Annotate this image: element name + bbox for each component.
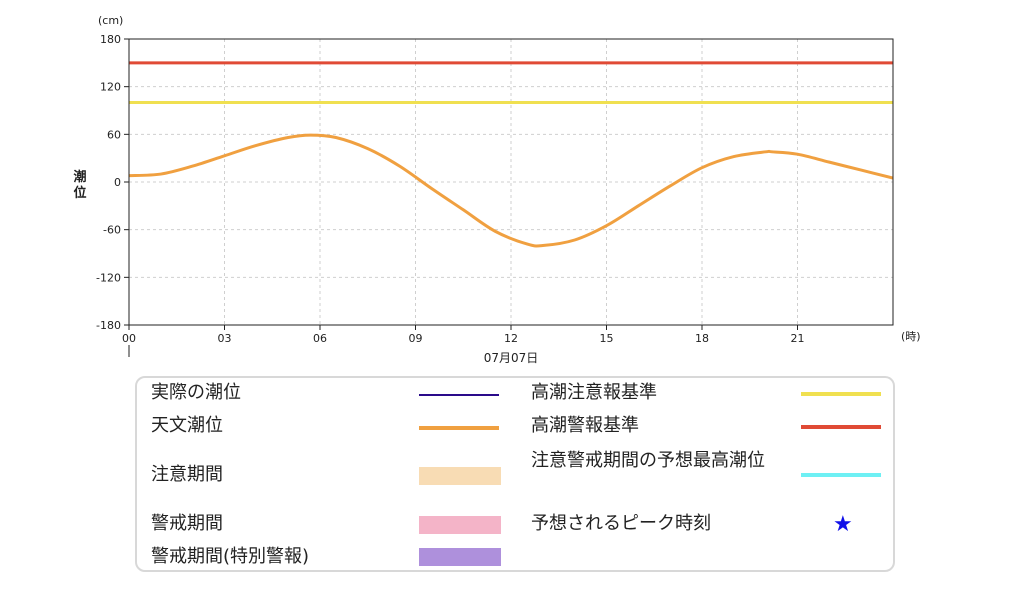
legend-label: 予想されるピーク時刻: [531, 513, 711, 534]
x-tick-label: 03: [218, 332, 232, 345]
legend-label: 高潮注意報基準: [531, 382, 657, 403]
legend: 実際の潮位 天文潮位 注意期間 警戒期間 警戒期間(特別警報) 高潮注意報基準 …: [135, 376, 895, 572]
legend-swatch: [801, 473, 881, 477]
legend-swatch: [801, 392, 881, 396]
y-tick-label: 60: [107, 128, 121, 141]
y-axis-unit: (cm): [98, 14, 123, 27]
legend-swatch: [801, 425, 881, 429]
y-tick-label: 180: [100, 33, 121, 46]
y-tick-label: 0: [114, 176, 121, 189]
y-tick-label: -120: [96, 271, 121, 284]
grid: [128, 38, 893, 326]
legend-label: 注意期間: [151, 464, 223, 485]
x-tick-label: 21: [791, 332, 805, 345]
legend-label: 天文潮位: [151, 415, 223, 436]
y-tick-label: 120: [100, 81, 121, 94]
legend-label: 注意警戒期間の予想最高潮位: [531, 450, 765, 471]
x-tick-label: 18: [695, 332, 709, 345]
x-tick-label: 06: [313, 332, 327, 345]
legend-swatch: [419, 467, 501, 485]
legend-label: 警戒期間: [151, 513, 223, 534]
x-axis-label: 07月07日: [484, 351, 539, 365]
series-layer: [128, 61, 894, 248]
x-tick-label: 12: [504, 332, 518, 345]
x-tick-label: 00: [122, 332, 136, 345]
legend-swatch: [419, 516, 501, 534]
legend-swatch: [419, 426, 499, 430]
x-axis-unit: (時): [901, 330, 921, 343]
legend-swatch: [419, 548, 501, 566]
x-tick-label: 09: [409, 332, 423, 345]
x-tick-label: 15: [600, 332, 614, 345]
legend-label: 高潮警報基準: [531, 415, 639, 436]
series-line: [128, 133, 894, 248]
legend-label: 実際の潮位: [151, 382, 241, 403]
y-tick-label: -180: [96, 319, 121, 332]
legend-label: 警戒期間(特別警報): [151, 546, 310, 567]
y-axis-label: 潮位: [73, 169, 86, 201]
star-icon: ★: [833, 512, 853, 537]
legend-swatch: [419, 394, 499, 396]
y-tick-label: -60: [103, 224, 121, 237]
